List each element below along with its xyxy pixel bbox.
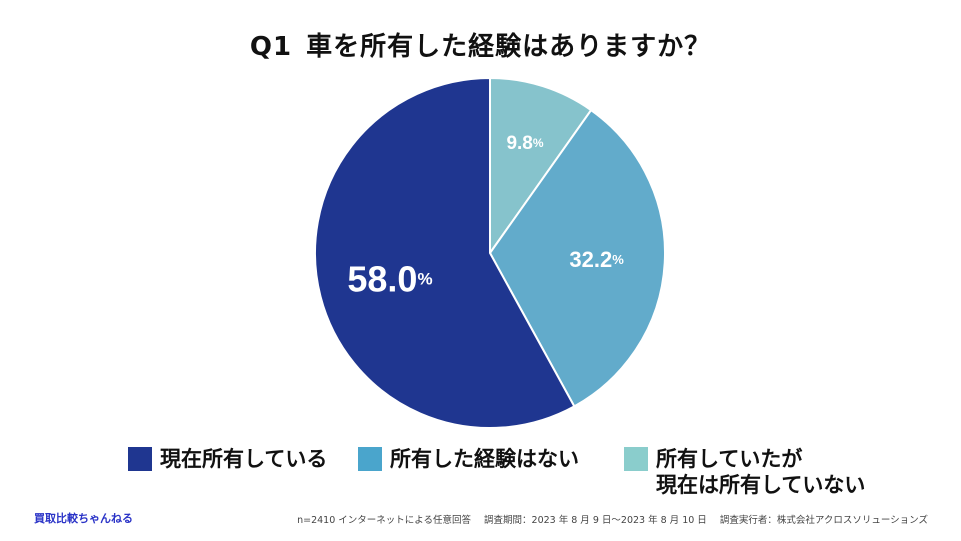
legend-label-line-1: 所有していたが xyxy=(656,447,803,471)
footnote-period: 調査期間：2023 年 8 月 9 日〜2023 年 8 月 10 日 xyxy=(484,515,707,526)
legend-label: 所有した経験はない xyxy=(390,447,579,471)
legend-item-previously-owned: 所有していたが 現在は所有していない xyxy=(624,446,865,498)
question-number: Q1 xyxy=(249,32,293,62)
pie-slice xyxy=(314,76,576,429)
legend-label-line-2: 現在は所有していない xyxy=(656,473,866,497)
question-text: 車を所有した経験はありますか？ xyxy=(306,32,712,62)
footnote-sample: n=2410 インターネットによる任意回答 xyxy=(297,515,471,526)
legend-label: 現在所有している xyxy=(160,447,328,471)
survey-footnote: n=2410 インターネットによる任意回答 調査期間：2023 年 8 月 9 … xyxy=(297,512,928,526)
pie-slice-label: 32.2% xyxy=(569,247,624,272)
legend-swatch xyxy=(358,447,382,471)
footnote-org: 調査実行者：株式会社アクロスソリューションズ xyxy=(719,515,928,526)
legend-swatch xyxy=(128,447,152,471)
legend-item-currently-own: 現在所有している xyxy=(128,446,327,472)
brand-name: 買取比較ちゃんねる xyxy=(34,512,133,525)
pie-slice-label: 9.8% xyxy=(506,132,543,153)
pie-slice-label: 58.0% xyxy=(347,258,432,299)
legend-swatch xyxy=(624,447,648,471)
pie-slice xyxy=(489,76,593,257)
chart-title: Q1 車を所有した経験はありますか？ xyxy=(0,26,961,63)
legend-item-never-owned: 所有した経験はない xyxy=(358,446,579,472)
